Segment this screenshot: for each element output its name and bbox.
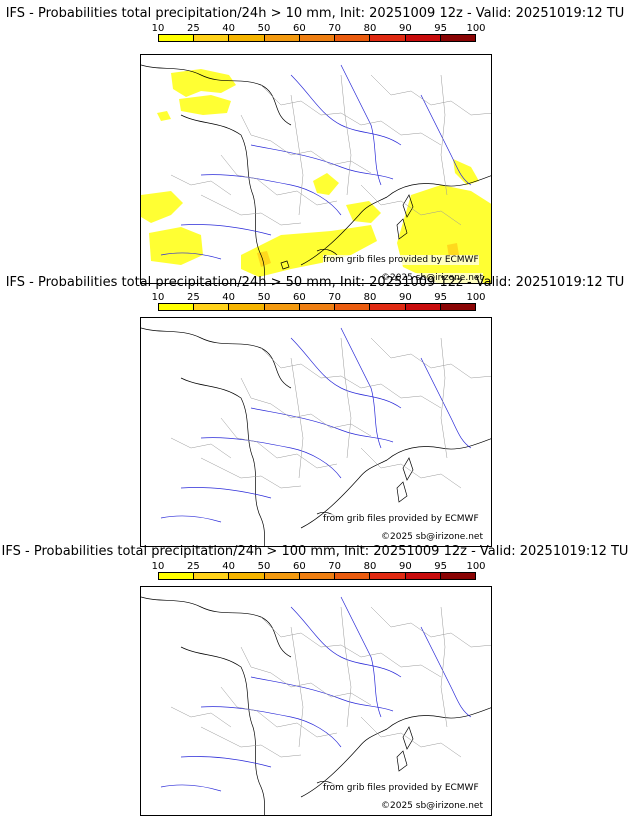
map-panel-50mm: IFS - Probabilities total precipitation/… — [0, 275, 630, 547]
colorbar-tick-label: 60 — [292, 561, 306, 572]
ecmwf-credit: from grib files provided by ECMWF — [323, 255, 479, 265]
colorbar-tick-label: 60 — [292, 23, 306, 34]
colorbar-segment — [440, 35, 475, 41]
colorbar-segment — [405, 304, 441, 310]
colorbar-tick-label: 60 — [292, 292, 306, 303]
colorbar-segment — [370, 304, 406, 310]
colorbar-segment — [229, 35, 265, 41]
map-svg — [141, 64, 491, 283]
colorbar-segment — [299, 304, 336, 310]
admin-borders — [170, 337, 491, 489]
colorbar-tick-label: 90 — [398, 23, 412, 34]
colorbar-tick-label: 70 — [328, 561, 342, 572]
colorbar-segment — [440, 573, 475, 579]
coastline — [141, 64, 491, 283]
colorbar-segment — [335, 35, 371, 41]
probability-fill-10-25 — [141, 69, 491, 283]
rivers — [160, 596, 472, 792]
admin-borders — [170, 606, 491, 758]
colorbar-tick-label: 25 — [186, 292, 200, 303]
colorbar-tick-label: 100 — [466, 561, 486, 572]
colorbar-tick-label: 50 — [257, 292, 271, 303]
coastline — [141, 327, 491, 546]
colorbar-segment — [159, 304, 195, 310]
colorbar-tick-label: 40 — [222, 561, 236, 572]
colorbar-tick-label: 70 — [328, 23, 342, 34]
colorbar — [158, 572, 476, 580]
map-panel-100mm: IFS - Probabilities total precipitation/… — [0, 544, 630, 816]
colorbar-segment — [159, 573, 195, 579]
map-panel-10mm: IFS - Probabilities total precipitation/… — [0, 6, 630, 284]
colorbar-segment — [264, 573, 300, 579]
colorbar-tick-label: 95 — [434, 23, 448, 34]
colorbar-segment — [264, 35, 300, 41]
colorbar-tick-label: 90 — [398, 561, 412, 572]
precipitation-map: from grib files provided by ECMWF ©2025 … — [140, 54, 492, 284]
ecmwf-credit: from grib files provided by ECMWF — [323, 783, 479, 793]
copyright: ©2025 sb@irizone.net — [381, 273, 483, 283]
colorbar-tick-label: 10 — [151, 23, 165, 34]
colorbar-segment — [194, 573, 230, 579]
colorbar-tick-label: 90 — [398, 292, 412, 303]
colorbar-tick-label: 80 — [363, 561, 377, 572]
colorbar-tick-label: 95 — [434, 561, 448, 572]
colorbar-tick-label: 40 — [222, 292, 236, 303]
colorbar-segment — [194, 35, 230, 41]
colorbar-tick-label: 100 — [466, 292, 486, 303]
colorbar-segment — [299, 35, 336, 41]
precipitation-map: from grib files provided by ECMWF ©2025 … — [140, 317, 492, 547]
colorbar-segment — [335, 573, 371, 579]
map-svg — [141, 596, 491, 815]
colorbar-segment — [229, 304, 265, 310]
coastline — [141, 596, 491, 815]
rivers — [160, 327, 472, 523]
rivers — [160, 64, 472, 260]
probability-fill-25-40 — [257, 243, 459, 267]
precipitation-map: from grib files provided by ECMWF ©2025 … — [140, 586, 492, 816]
copyright: ©2025 sb@irizone.net — [381, 801, 483, 811]
colorbar-segment — [405, 35, 441, 41]
colorbar-tick-label: 25 — [186, 23, 200, 34]
colorbar-segment — [229, 573, 265, 579]
colorbar-segment — [264, 304, 300, 310]
panel-title: IFS - Probabilities total precipitation/… — [1, 544, 629, 559]
colorbar-tick-label: 25 — [186, 561, 200, 572]
colorbar-tick-label: 95 — [434, 292, 448, 303]
colorbar-tick-label: 100 — [466, 23, 486, 34]
colorbar-tick-label: 80 — [363, 23, 377, 34]
colorbar-segment — [405, 573, 441, 579]
colorbar-segment — [335, 304, 371, 310]
colorbar-tick-label: 10 — [151, 292, 165, 303]
colorbar-segment — [370, 573, 406, 579]
colorbar — [158, 34, 476, 42]
colorbar-tick-label: 80 — [363, 292, 377, 303]
panel-title: IFS - Probabilities total precipitation/… — [5, 6, 625, 21]
map-svg — [141, 327, 491, 546]
admin-borders — [170, 74, 491, 226]
ecmwf-credit: from grib files provided by ECMWF — [323, 514, 479, 524]
colorbar-tick-label: 10 — [151, 561, 165, 572]
colorbar — [158, 303, 476, 311]
panel-title: IFS - Probabilities total precipitation/… — [5, 275, 625, 290]
colorbar-segment — [159, 35, 195, 41]
colorbar-tick-label: 40 — [222, 23, 236, 34]
colorbar-tick-label: 70 — [328, 292, 342, 303]
colorbar-segment — [370, 35, 406, 41]
copyright: ©2025 sb@irizone.net — [381, 532, 483, 542]
colorbar-segment — [440, 304, 475, 310]
colorbar-tick-label: 50 — [257, 23, 271, 34]
colorbar-segment — [194, 304, 230, 310]
colorbar-segment — [299, 573, 336, 579]
colorbar-tick-label: 50 — [257, 561, 271, 572]
